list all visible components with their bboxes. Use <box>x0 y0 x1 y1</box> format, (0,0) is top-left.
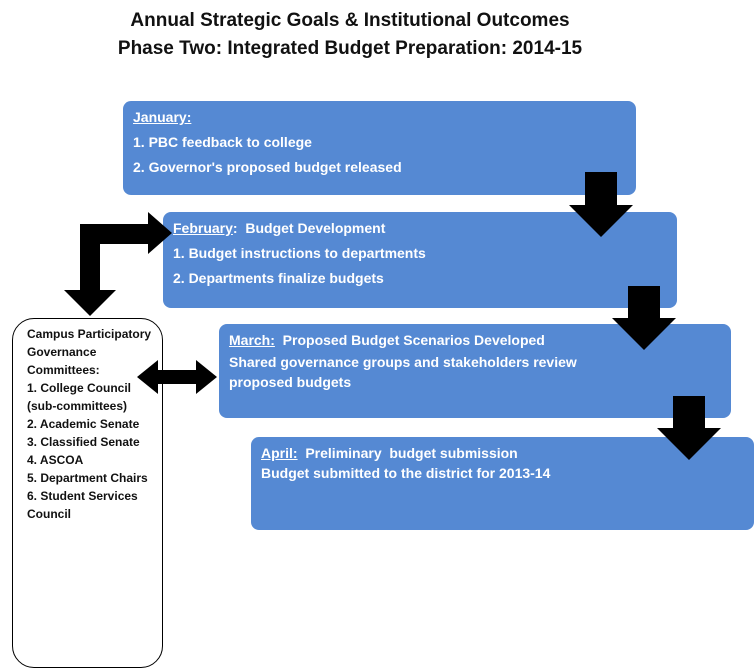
bent-arrow <box>64 212 172 316</box>
panel-item: 6. Student Services Council <box>27 489 138 521</box>
month-label: February <box>173 220 233 236</box>
double-arrow <box>137 360 217 394</box>
panel-item: 1. College Council (sub-committees) <box>27 381 132 413</box>
month-label: April: <box>261 445 298 461</box>
box-line: 1. Budget instructions to departments <box>173 245 426 261</box>
arrow-down <box>569 172 633 237</box>
box-line: Budget submitted to the district for 201… <box>261 465 551 481</box>
box-subtitle: : Budget Development <box>232 220 386 236</box>
month-label: March: <box>229 332 275 348</box>
month-label: January: <box>133 109 192 125</box>
box-heading: April: Preliminary budget submission <box>261 445 744 461</box>
box-heading: February: Budget Development <box>173 220 667 236</box>
arrow-down <box>612 286 676 350</box>
box-subtitle: Proposed Budget Scenarios Developed <box>274 332 545 348</box>
arrow-down <box>657 396 721 460</box>
box-heading: March: Proposed Budget Scenarios Develop… <box>229 332 721 348</box>
subtitle: Phase Two: Integrated Budget Preparation… <box>117 38 583 59</box>
box-line: 1. PBC feedback to college <box>133 134 312 150</box>
month-box: February: Budget Development 1. Budget in… <box>163 212 677 308</box>
down-arrows <box>569 172 721 460</box>
panel-item: 5. Department Chairs <box>27 471 148 485</box>
box-line: 2. Departments finalize budgets <box>173 270 384 286</box>
month-box: January: 1. PBC feedback to college 2. Gov… <box>123 101 636 195</box>
box-line: Shared governance groups and stakeholder… <box>229 354 577 390</box>
box-line: 2. Governor's proposed budget released <box>133 159 402 175</box>
panel-item: 4. ASCOA <box>27 453 84 467</box>
title: Annual Strategic Goals & Institutional O… <box>130 10 570 31</box>
panel-item: 2. Academic Senate <box>27 417 140 431</box>
box-heading: January: <box>133 109 626 125</box>
panel-item: 3. Classified Senate <box>27 435 140 449</box>
box-subtitle: Preliminary budget submission <box>297 445 518 461</box>
month-box: April: Preliminary budget submission Budg… <box>251 437 754 530</box>
panel-heading: Campus Participatory Governance Committe… <box>27 327 152 377</box>
